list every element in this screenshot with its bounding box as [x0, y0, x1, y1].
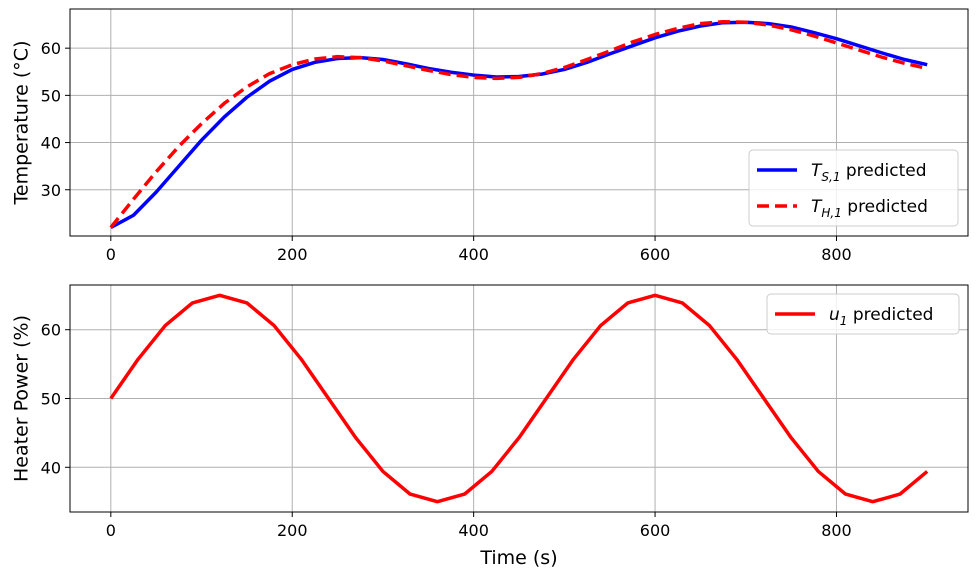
x-tick-label: 200: [277, 245, 308, 264]
series-line-0-1: [109, 19, 928, 229]
y-tick-label: 50: [41, 390, 61, 409]
heater-power-panel: 0 200 400 600 800 40 50 60 Heater Power (%) Time …: [11, 284, 969, 569]
legend-box: [748, 149, 959, 227]
y-tick-label: 50: [41, 86, 61, 105]
y-tick-label: 60: [41, 321, 61, 340]
legend-label: TH,1 predicted: [811, 197, 928, 220]
y-tick-label: 40: [41, 458, 61, 477]
x-tick-label: 0: [106, 521, 116, 540]
x-tick-label: 200: [277, 521, 308, 540]
y-tick-label: 60: [41, 39, 61, 58]
series-line-1-0: [109, 293, 929, 504]
y-tick-label: 30: [41, 181, 61, 200]
temperature-panel: 0 200 400 600 800 30 40 50 60 Temperature (°C) TS,…: [11, 8, 969, 264]
x-tick-label: 400: [458, 245, 489, 264]
x-axis-label: Time (s): [479, 547, 557, 569]
axes-frame: [69, 8, 969, 237]
legend-box: [766, 293, 960, 335]
x-tick-label: 0: [106, 245, 116, 264]
x-tick-label: 400: [458, 521, 489, 540]
x-tick-label: 600: [640, 245, 671, 264]
legend-label: TS,1 predicted: [811, 161, 927, 184]
legend: u1 predicted: [766, 293, 960, 335]
legend-label: u1 predicted: [829, 305, 933, 328]
x-tick-label: 600: [640, 521, 671, 540]
legend: TS,1 predicted TH,1 predicted: [748, 149, 959, 227]
x-tick-label: 800: [821, 521, 852, 540]
y-axis-label: Temperature (°C): [11, 41, 33, 206]
x-tick-label: 800: [821, 245, 852, 264]
y-axis-label: Heater Power (%): [11, 315, 33, 482]
y-tick-label: 40: [41, 134, 61, 153]
